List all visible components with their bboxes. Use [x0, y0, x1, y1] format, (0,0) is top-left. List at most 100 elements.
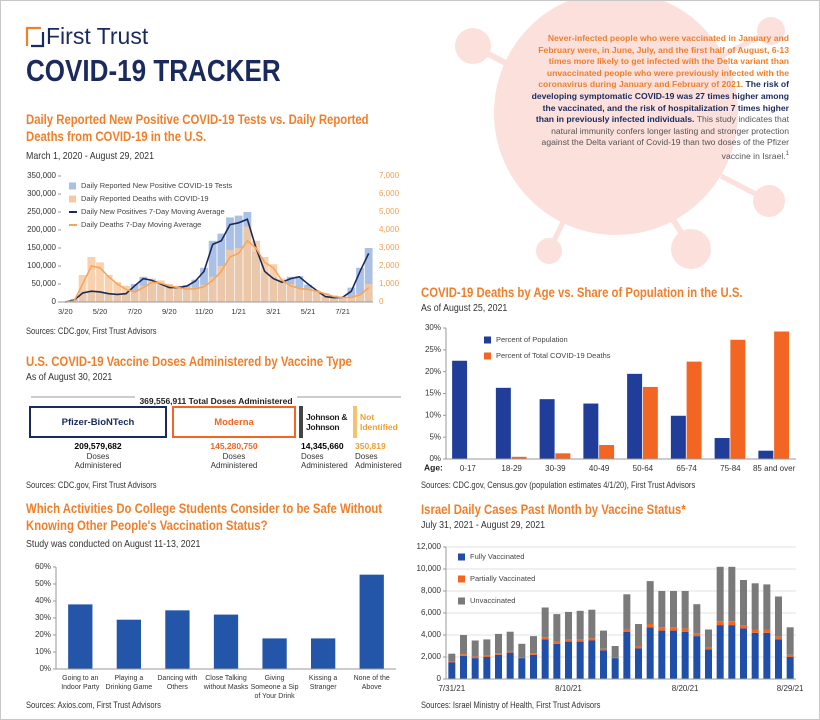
- chart-subtitle: As of August 25, 2021: [421, 302, 508, 314]
- bar-segment: [611, 657, 619, 659]
- y-tick-label: 0: [52, 297, 57, 306]
- vaccine-unit: Doses Administered: [210, 452, 258, 470]
- bar: [347, 287, 356, 302]
- bar: [511, 456, 527, 459]
- vaccine-box: Johnson & Johnson: [299, 406, 351, 438]
- x-tick-label: Playing a Drinking Game: [105, 675, 153, 691]
- bar-segment: [623, 631, 631, 679]
- bar-segment: [471, 656, 479, 659]
- chart-subtitle: March 1, 2020 - August 29, 2021: [26, 150, 154, 162]
- bar-segment: [751, 632, 759, 679]
- x-tick-label: 7/20: [127, 307, 142, 316]
- callout: Never-infected people who were vaccinate…: [531, 33, 789, 162]
- bar-segment: [658, 630, 666, 679]
- bar-segment: [576, 610, 584, 640]
- bar: [87, 257, 96, 302]
- bar: [113, 282, 122, 302]
- x-axis-label: Age:: [424, 462, 443, 472]
- legend-label: Unvaccinated: [470, 596, 515, 605]
- bar-segment: [751, 583, 759, 630]
- legend-swatch: [484, 352, 491, 360]
- bar: [359, 574, 384, 669]
- bar: [555, 453, 571, 459]
- bar-segment: [763, 629, 771, 633]
- bar-segment: [506, 652, 514, 679]
- y-tick-label: 0: [437, 674, 442, 683]
- bar: [200, 284, 208, 302]
- bar-segment: [483, 657, 491, 679]
- bar: [68, 604, 93, 669]
- bar-segment: [518, 643, 526, 657]
- bar: [130, 291, 139, 302]
- chart-title: COVID-19 Deaths by Age vs. Share of Popu…: [421, 285, 743, 300]
- y-tick-label: 30%: [425, 323, 441, 332]
- bar-segment: [751, 629, 759, 633]
- bar: [208, 240, 217, 302]
- bar: [165, 610, 190, 669]
- bar-segment: [716, 621, 724, 626]
- x-tick-label: Kissing a Stranger: [308, 675, 338, 691]
- x-tick-label: 1/21: [231, 307, 246, 316]
- vaccine-doses: 350,819: [355, 441, 386, 451]
- vaccine-unit: Doses Administered: [355, 452, 402, 470]
- bar: [539, 399, 555, 459]
- bar: [495, 387, 511, 459]
- bar-segment: [786, 627, 794, 655]
- x-tick-label: 3/21: [266, 307, 281, 316]
- bar: [139, 285, 148, 302]
- x-tick-label: 75-84: [720, 464, 741, 473]
- y-tick-label: 50%: [35, 579, 51, 588]
- bar: [356, 267, 364, 302]
- bar-segment: [705, 649, 712, 679]
- bar-segment: [541, 637, 549, 640]
- x-tick-label: 7/21: [335, 307, 350, 316]
- bar: [96, 262, 104, 302]
- y-tick-label: 5%: [429, 432, 441, 441]
- bar-segment: [483, 639, 491, 656]
- bar: [730, 339, 746, 459]
- x-tick-label: 8/10/21: [555, 684, 582, 693]
- vaccine-unit: Doses Administered: [301, 452, 348, 470]
- bar: [356, 293, 364, 302]
- callout-body: This study indicates that natural immuni…: [541, 114, 789, 161]
- bar-segment: [658, 591, 666, 628]
- bar: [330, 295, 338, 302]
- bar: [243, 226, 252, 302]
- footnote-mark: 1: [785, 150, 789, 157]
- bar: [252, 240, 260, 302]
- bar-segment: [518, 657, 526, 659]
- x-tick-label: Giving Someone a Sip of Your Drink: [250, 675, 299, 700]
- x-tick-label: 18-29: [501, 464, 522, 473]
- bar: [304, 288, 312, 302]
- bar: [226, 249, 234, 302]
- y-tick-label: 10%: [35, 647, 51, 656]
- bar-segment: [553, 643, 561, 679]
- bar-segment: [506, 650, 514, 653]
- legend-label: Daily Reported New Positive COVID-19 Tes…: [81, 181, 232, 190]
- bar: [234, 248, 243, 302]
- bar-segment: [588, 640, 596, 679]
- y-tick-label: 25%: [425, 345, 441, 354]
- bar: [182, 287, 191, 302]
- bar: [208, 276, 217, 302]
- bar-segment: [506, 631, 514, 651]
- bar-segment: [681, 591, 689, 629]
- bar-segment: [775, 596, 782, 637]
- bar-segment: [460, 635, 467, 655]
- y2-tick-label: 0: [379, 297, 384, 306]
- legend-label: Daily New Positives 7-Day Moving Average: [81, 207, 225, 216]
- bar: [165, 284, 174, 302]
- bar: [686, 361, 702, 459]
- bar-segment: [670, 627, 677, 631]
- x-tick-label: 8/20/21: [671, 684, 699, 693]
- source: Sources: Axios.com, First Trust Advisors: [26, 700, 161, 710]
- source: Sources: CDC.gov, First Trust Advisors: [26, 326, 157, 336]
- x-tick-label: 50-64: [632, 464, 654, 473]
- x-tick-label: 8/29/21: [776, 684, 804, 693]
- logo-mark: [25, 26, 41, 46]
- bar-segment: [460, 654, 467, 656]
- section-subtitle: As of August 30, 2021: [26, 371, 113, 383]
- vaccine-doses: 145,280,750: [210, 441, 258, 451]
- bar-segment: [635, 646, 642, 649]
